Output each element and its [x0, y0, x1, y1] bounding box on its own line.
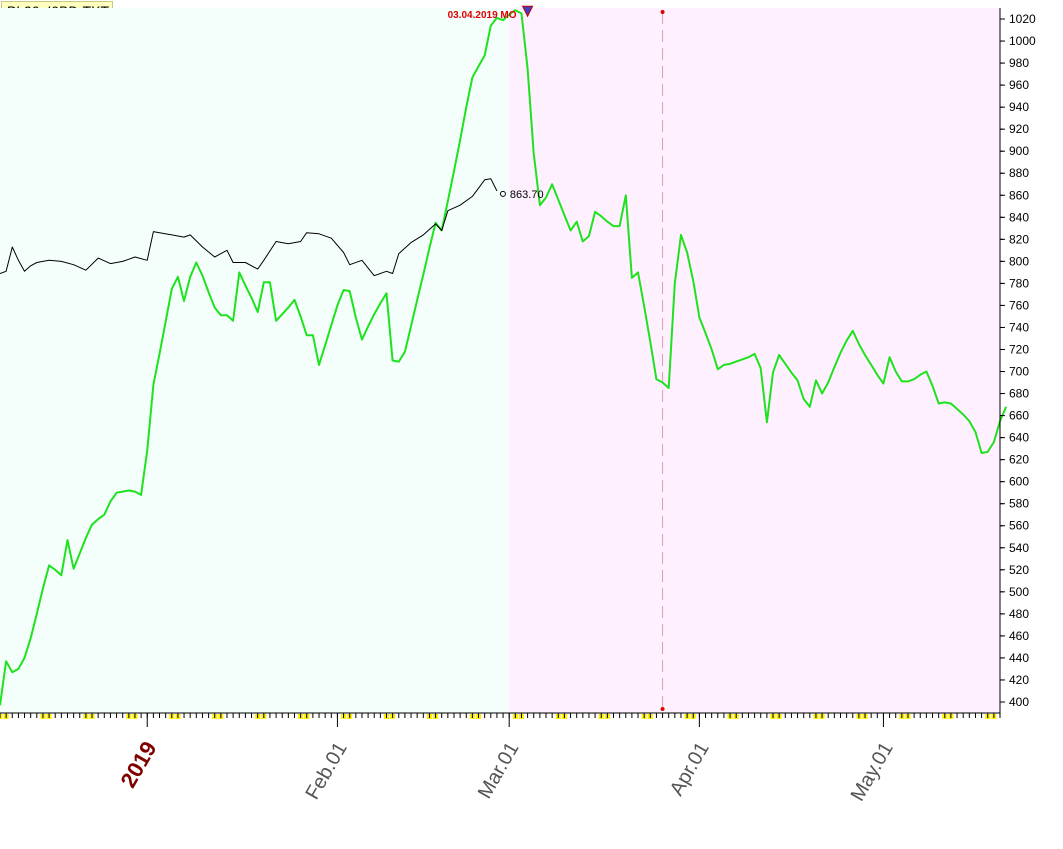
x-tick-label: Apr.01 [666, 739, 714, 800]
y-tick-label: 680 [1009, 387, 1029, 401]
series-end-marker [499, 190, 506, 197]
y-tick-label: 580 [1009, 497, 1029, 511]
y-tick-label: 640 [1009, 431, 1029, 445]
x-tick-label: Feb.01 [302, 739, 352, 804]
x-weekend-mark [0, 714, 3, 719]
y-tick-label: 420 [1009, 673, 1029, 687]
y-tick-label: 960 [1009, 78, 1029, 92]
y-tick-label: 1020 [1009, 12, 1036, 26]
y-tick-label: 760 [1009, 298, 1029, 312]
region-past [0, 8, 510, 713]
y-tick-label: 860 [1009, 188, 1029, 202]
x-tick-label: May.01 [847, 739, 898, 806]
y-tick-label: 800 [1009, 254, 1029, 268]
chart-annotations: 863.70 03.04.2019 MO [448, 5, 544, 201]
chart-markers [660, 10, 665, 711]
series-end-label: 863.70 [510, 189, 544, 201]
y-tick-label: 400 [1009, 695, 1029, 709]
x-axis: 2019 Feb.01 Mar.01 Apr.01 May.01 [0, 712, 1001, 806]
y-tick-label: 480 [1009, 607, 1029, 621]
y-tick-label: 820 [1009, 232, 1029, 246]
y-tick-label: 740 [1009, 320, 1029, 334]
series-line-compare [0, 178, 498, 277]
y-tick-label: 520 [1009, 563, 1029, 577]
event-arrow-marker [521, 5, 534, 18]
chart-background [0, 8, 1000, 713]
chart-series [0, 9, 1008, 706]
x-tick-label: Mar.01 [474, 739, 524, 803]
y-tick-label: 560 [1009, 519, 1029, 533]
y-axis: 400 420 440 460 480 500 520 540 560 580 600 620 640 6… [999, 8, 1036, 713]
y-tick-label: 440 [1009, 651, 1029, 665]
y-tick-label: 700 [1009, 365, 1029, 379]
x-tick-label: 2019 [115, 737, 161, 792]
vertical-marker-top-dot [660, 10, 665, 14]
y-tick-label: 920 [1009, 122, 1029, 136]
y-tick-label: 840 [1009, 210, 1029, 224]
y-tick-label: 720 [1009, 342, 1029, 356]
series-line-main [0, 9, 1008, 706]
y-tick-label: 660 [1009, 409, 1029, 423]
y-tick-label: 980 [1009, 56, 1029, 70]
y-tick-label: 620 [1009, 453, 1029, 467]
y-tick-label: 1000 [1009, 34, 1036, 48]
y-tick-label: 880 [1009, 166, 1029, 180]
y-tick-label: 460 [1009, 629, 1029, 643]
y-tick-label: 780 [1009, 276, 1029, 290]
vertical-marker-bottom-dot [660, 707, 665, 711]
y-tick-label: 540 [1009, 541, 1029, 555]
region-future [509, 8, 1000, 713]
y-tick-label: 900 [1009, 144, 1029, 158]
y-tick-label: 600 [1009, 475, 1029, 489]
event-marker-label: 03.04.2019 MO [448, 10, 517, 21]
y-tick-label: 500 [1009, 585, 1029, 599]
y-tick-label: 940 [1009, 100, 1029, 114]
